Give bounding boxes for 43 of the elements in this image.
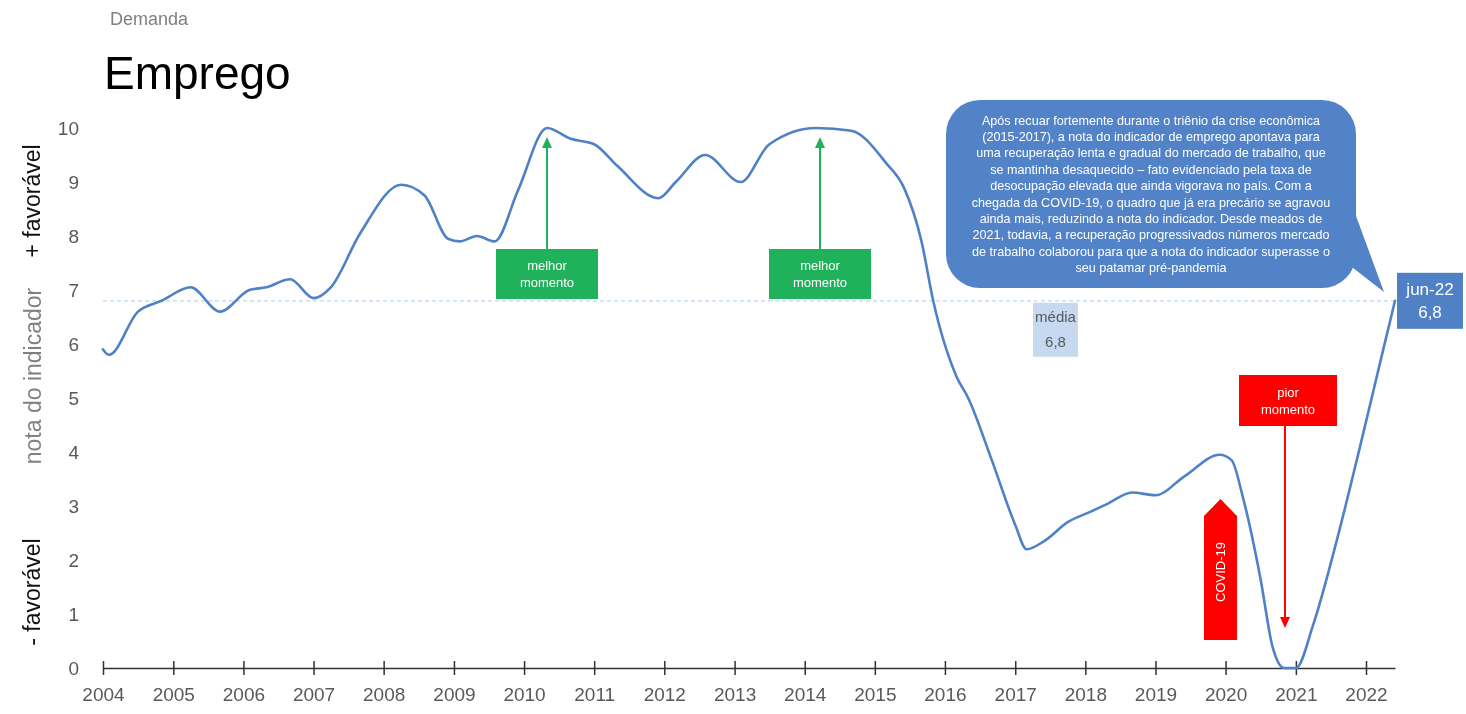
x-tick-label: 2010 [503, 684, 546, 706]
x-tick-label: 2011 [574, 684, 616, 706]
line-series [101, 126, 1397, 670]
y-tick-label: 4 [68, 441, 80, 463]
text: + favorável [19, 144, 45, 258]
x-tick-label: 2013 [713, 684, 757, 706]
x-tick-label: 2022 [1345, 684, 1388, 706]
x-tick-label: 2020 [1204, 684, 1248, 706]
x-tick-label: 2015 [854, 684, 897, 706]
y-tick-label: 6 [68, 333, 79, 355]
x-tick-label: 2018 [1064, 684, 1107, 706]
ref-line-label: média 6,8 [1035, 307, 1077, 350]
y-tick-label: 3 [68, 495, 79, 517]
x-tick-label: 2006 [222, 684, 266, 706]
x-tick-label: 2005 [152, 684, 195, 706]
text: - favorável [19, 538, 45, 646]
y-tick-label: 7 [68, 279, 79, 301]
y-tick-label: 0 [68, 657, 79, 679]
y-tick-label: 10 [57, 117, 79, 139]
x-tick-label: 2017 [994, 684, 1037, 706]
annotation: melhor momento [792, 258, 848, 291]
x-tick-label: 2016 [924, 684, 967, 706]
y-tick-label: 5 [68, 387, 79, 409]
chart-subtitle: Demanda [110, 9, 190, 29]
annotation: jun-22 6,8 [1405, 280, 1454, 323]
chart-title: Emprego [104, 47, 291, 99]
annotation: COVID-19 [1213, 542, 1228, 602]
x-tick-label: 2019 [1134, 684, 1178, 706]
y-tick-label: 9 [68, 171, 79, 193]
text: Após recuar fortemente durante o triênio da crise econômica (2015-2017), a nota do indicador de emprego apontava para uma recuperação lenta e gradual do mercado de trabalho, que se mantinha desaquecido – fato evidenciado pela taxa de desocupação elevada que ainda vigorava no país. Com a chegada da COVID-19, o quadro que já era precário se agravou ainda mais, reduzindo a nota do indicador. Desde meados de 2021, todavia, a recuperação progressivados números mercado de trabalho colaborou para que a nota do indicador superasse o seu patamar pré-pandemia [971, 113, 1331, 276]
x-tick-label: 2009 [433, 684, 476, 706]
y-tick-label: 1 [68, 603, 79, 625]
x-tick-label: 2014 [784, 684, 827, 706]
x-tick-label: 2007 [292, 684, 336, 706]
annotation: melhor momento [519, 258, 575, 291]
x-tick-label: 2021 [1275, 684, 1318, 706]
x-tick-label: 2004 [82, 684, 126, 706]
y-tick-label: 2 [68, 549, 79, 571]
y-tick-label: 8 [68, 225, 79, 247]
annotation: pior momento [1260, 384, 1316, 417]
x-tick-label: 2008 [363, 684, 406, 706]
x-tick-label: 2012 [643, 684, 686, 706]
y-axis-title: nota do indicador [20, 287, 46, 465]
